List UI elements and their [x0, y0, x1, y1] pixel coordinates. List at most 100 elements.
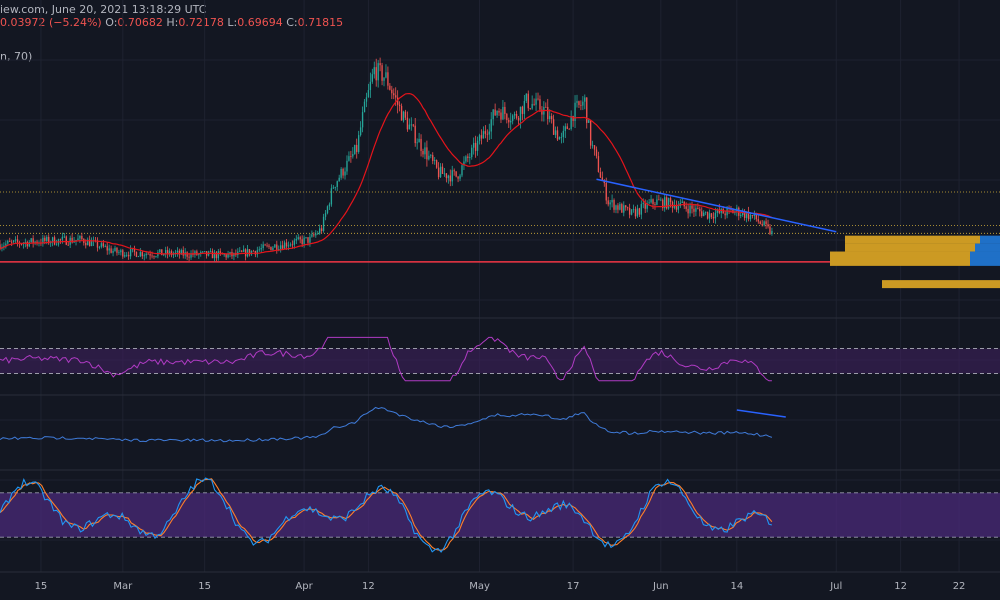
candle-body-56 — [108, 248, 110, 251]
candle-body-124 — [241, 250, 243, 252]
candle-body-274 — [533, 103, 535, 105]
candle-body-102 — [198, 253, 200, 256]
rsi-line — [0, 336, 772, 382]
candle-body-282 — [549, 116, 551, 120]
candle-body-72 — [139, 252, 142, 257]
candle-body-317 — [617, 205, 619, 210]
candle-body-355 — [691, 205, 693, 209]
candle-body-354 — [689, 205, 691, 214]
candle-body-362 — [704, 211, 707, 213]
candle-body-17 — [32, 238, 34, 244]
candle-body-93 — [180, 250, 182, 255]
vp-gold-0 — [845, 235, 980, 244]
stoch-band — [0, 492, 1000, 538]
candle-body-65 — [126, 254, 128, 256]
candle-body-98 — [190, 253, 192, 258]
candle-body-270 — [525, 93, 527, 101]
header-line-2: 0.03972 (−5.24%) O:0.70682 H:0.72178 L:0… — [0, 16, 343, 29]
header-source: iew.com, June 20, 2021 13:18:29 UTC — [0, 3, 207, 16]
candle-body-71 — [137, 256, 140, 258]
candle-body-309 — [601, 177, 604, 181]
candle-body-227 — [441, 166, 444, 174]
candle-body-196 — [381, 65, 383, 81]
candle-body-361 — [703, 212, 705, 217]
candle-body-199 — [387, 72, 389, 86]
candle-body-225 — [437, 167, 440, 178]
x-axis-bg — [0, 572, 1000, 600]
candle-body-329 — [640, 204, 643, 215]
candle-body-150 — [291, 244, 294, 246]
candle-body-183 — [356, 144, 358, 152]
candle-body-389 — [757, 219, 759, 222]
candle-body-132 — [256, 250, 258, 255]
candle-body-156 — [303, 237, 305, 245]
candle-body-364 — [708, 213, 711, 219]
candle-body-14 — [26, 241, 28, 247]
candle-body-184 — [357, 135, 360, 152]
candle-body-31 — [59, 239, 62, 241]
candle-body-304 — [591, 145, 594, 147]
candle-body-96 — [186, 252, 188, 257]
x-tick-11: 22 — [953, 581, 966, 592]
candle-body-62 — [120, 250, 122, 253]
candle-body-237 — [461, 165, 463, 176]
candle-body-325 — [632, 209, 635, 211]
candle-body-289 — [562, 130, 565, 138]
vp-blue-3 — [970, 257, 1000, 266]
candle-body-79 — [153, 256, 155, 258]
x-tick-5: May — [469, 581, 490, 592]
candle-body-193 — [375, 67, 377, 81]
candle-body-113 — [219, 251, 221, 253]
candle-body-321 — [625, 205, 627, 208]
candle-body-152 — [295, 238, 297, 241]
candle-body-360 — [701, 211, 703, 217]
candle-body-207 — [402, 111, 405, 121]
obv-pane — [0, 406, 786, 443]
candle-body-336 — [654, 204, 656, 205]
candle-body-333 — [648, 202, 650, 204]
candle-body-221 — [430, 155, 432, 156]
candle-body-51 — [98, 246, 101, 248]
candle-body-366 — [712, 217, 715, 219]
candle-body-324 — [630, 209, 633, 215]
candle-body-287 — [558, 137, 561, 140]
candle-body-172 — [334, 187, 336, 188]
candle-body-253 — [492, 109, 494, 120]
candle-body-189 — [367, 90, 370, 98]
candle-body-108 — [209, 251, 212, 252]
candle-body-341 — [664, 197, 666, 209]
candle-body-385 — [749, 214, 752, 220]
candle-body-384 — [747, 211, 750, 220]
candle-body-232 — [451, 170, 453, 182]
candle-body-224 — [435, 160, 438, 168]
candle-body-162 — [315, 233, 317, 236]
candle-body-239 — [465, 156, 467, 162]
trendline — [596, 178, 837, 233]
candle-body-2 — [3, 245, 5, 247]
candle-body-294 — [572, 116, 574, 121]
candle-body-315 — [613, 199, 615, 210]
candle-body-161 — [313, 234, 315, 236]
close-label: C: — [286, 16, 298, 29]
candle-body-179 — [348, 156, 350, 161]
rsi-pane — [0, 336, 1000, 382]
candle-body-344 — [669, 198, 672, 203]
candle-body-305 — [593, 145, 596, 150]
candle-body-372 — [724, 213, 726, 216]
candle-body-35 — [67, 244, 69, 246]
candle-body-277 — [539, 99, 541, 110]
candle-body-267 — [519, 106, 522, 121]
x-tick-1: Mar — [113, 581, 133, 592]
candle-body-235 — [457, 176, 459, 179]
candle-body-58 — [112, 250, 114, 253]
candle-body-63 — [122, 250, 124, 257]
candle-body-291 — [566, 126, 568, 129]
candle-body-334 — [650, 199, 652, 203]
candle-body-198 — [385, 72, 387, 78]
candle-body-314 — [611, 199, 613, 203]
candle-body-330 — [642, 203, 644, 205]
candle-body-254 — [494, 109, 496, 116]
candle-body-269 — [523, 100, 526, 114]
candle-body-67 — [129, 249, 132, 257]
